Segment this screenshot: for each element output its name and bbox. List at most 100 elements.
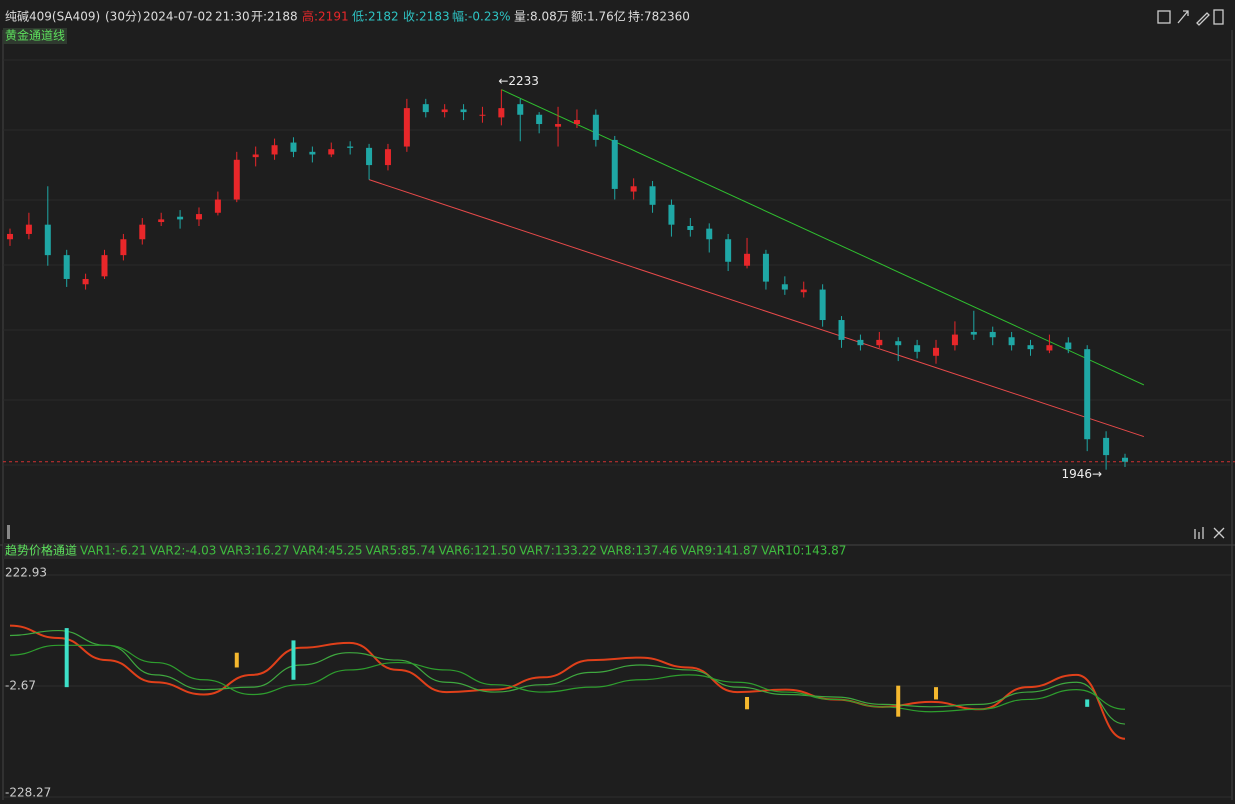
- candle-body: [479, 114, 486, 116]
- low: 低:2182: [352, 10, 399, 24]
- candle-body: [214, 199, 221, 213]
- time: 21:30: [215, 10, 250, 24]
- candle-body: [422, 104, 429, 113]
- candle-body: [649, 186, 656, 205]
- volume: 量:8.08万: [514, 10, 569, 24]
- candle-body: [989, 331, 996, 338]
- candle-body: [366, 147, 373, 166]
- candle-body: [460, 109, 467, 113]
- symbol: 纯碱409(SA409): [5, 10, 100, 24]
- candle-body: [517, 104, 524, 115]
- signal-bar: [745, 696, 750, 710]
- legend-entry: VAR6:121.50: [439, 544, 517, 558]
- high: 高:2191: [302, 9, 349, 24]
- signal-bar: [234, 652, 239, 668]
- candle-body: [328, 149, 335, 155]
- candle-body: [63, 255, 70, 279]
- pane-close-icon[interactable]: [1213, 527, 1225, 539]
- candle-body: [857, 339, 864, 346]
- candle-body: [7, 233, 13, 240]
- expand-icon[interactable]: [1177, 10, 1189, 24]
- period: (30分): [105, 10, 142, 24]
- y-tick-label: -2.67: [5, 679, 36, 693]
- candle-body: [233, 159, 240, 200]
- high-label: ←2233: [498, 74, 539, 88]
- candle-body: [933, 347, 940, 356]
- y-tick-label: -228.27: [5, 786, 51, 800]
- legend-entry: VAR10:143.87: [761, 544, 846, 558]
- legend-entry: VAR5:85.74: [366, 544, 436, 558]
- candle-body: [800, 289, 807, 293]
- candle-body: [1065, 342, 1072, 350]
- ribbon-line: [9, 644, 1126, 713]
- candle-body: [384, 149, 391, 166]
- edit-icon[interactable]: [1196, 12, 1210, 26]
- candle-body: [914, 345, 921, 352]
- low-label: 1946→: [1062, 467, 1103, 481]
- candle-body: [403, 108, 410, 147]
- date: 2024-07-02: [143, 10, 213, 24]
- candle-body: [82, 278, 89, 285]
- candle-body: [744, 253, 751, 266]
- candle-body: [25, 224, 32, 234]
- legend-entry: VAR1:-6.21: [80, 544, 147, 558]
- candle-body: [970, 331, 977, 335]
- legend-entry: VAR3:16.27: [219, 544, 289, 558]
- signal-bar: [934, 687, 939, 700]
- candle-body: [1103, 437, 1110, 456]
- candle-body: [895, 341, 902, 346]
- candle-body: [120, 239, 127, 256]
- open: 开:2188: [251, 10, 298, 24]
- legend-bar: [3, 543, 780, 559]
- candle-body: [252, 154, 259, 158]
- candle-body: [309, 151, 316, 155]
- candle-body: [762, 253, 769, 282]
- candle-body: [1084, 349, 1091, 440]
- close: 收:2183: [403, 10, 450, 24]
- candle-body: [611, 139, 618, 189]
- candle-body: [1122, 457, 1128, 462]
- ribbon-line: [9, 624, 1126, 740]
- signal-bar: [64, 628, 69, 688]
- legend-entry: VAR4:45.25: [292, 544, 362, 558]
- toolbar: [1157, 9, 1225, 539]
- amount: 额:1.76亿: [571, 9, 626, 24]
- candle-body: [271, 145, 278, 155]
- candle-body: [1027, 345, 1034, 350]
- indicator-badge: [3, 28, 67, 44]
- settings-icon[interactable]: [1213, 9, 1224, 25]
- signal-bar: [291, 640, 296, 680]
- candle-body: [158, 219, 165, 223]
- y-tick-label: 222.93: [5, 566, 47, 580]
- signal-bar: [896, 685, 901, 717]
- trendline: [501, 89, 1145, 386]
- candle-body: [573, 120, 580, 125]
- indicator-name: 黄金通道线: [5, 28, 65, 43]
- candle-body: [555, 124, 562, 127]
- candle-body: [498, 108, 505, 118]
- candle-body: [630, 186, 637, 192]
- candle-body: [706, 228, 713, 240]
- chart-icon[interactable]: [1157, 10, 1171, 24]
- lower-indicator-name: 趋势价格通道: [5, 543, 77, 558]
- scroll-handle[interactable]: [7, 525, 10, 539]
- open-interest: 持:782360: [628, 9, 690, 24]
- candle-body: [177, 216, 184, 220]
- legend-entry: VAR7:133.22: [519, 544, 597, 558]
- candle-body: [195, 214, 202, 220]
- change: 幅:-0.23%: [452, 9, 511, 24]
- ribbon-line: [9, 629, 1126, 725]
- legend-entry: VAR2:-4.03: [150, 544, 217, 558]
- pane-chart-icon[interactable]: [1194, 527, 1204, 539]
- candle-body: [819, 289, 826, 321]
- candle-body: [781, 284, 788, 290]
- candle-body: [725, 239, 732, 262]
- candle-body: [951, 334, 958, 346]
- candle-body: [668, 204, 675, 225]
- signal-bar: [1085, 699, 1090, 707]
- candle-body: [1008, 337, 1015, 346]
- candle-body: [441, 109, 448, 113]
- candle-body: [592, 114, 599, 140]
